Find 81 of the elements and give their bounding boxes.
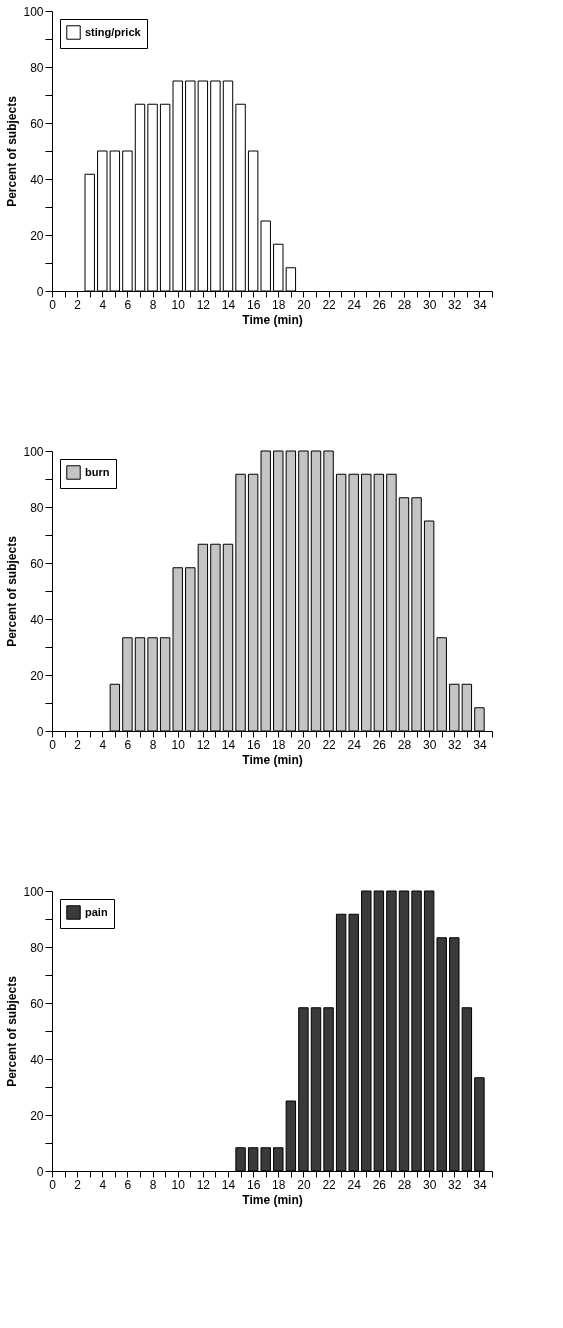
- y-tick-label: 20: [30, 228, 44, 243]
- x-axis-title: Time (min): [242, 312, 303, 327]
- legend-label: burn: [85, 465, 110, 478]
- y-tick-label: 80: [30, 60, 44, 75]
- y-tick-label: 100: [23, 444, 44, 459]
- x-axis-title: Time (min): [242, 1192, 303, 1207]
- x-tick-label: 26: [372, 737, 387, 752]
- x-tick-label: 14: [221, 737, 236, 752]
- x-tick-label: 20: [297, 297, 311, 312]
- x-tick-label: 22: [322, 737, 337, 752]
- x-tick-label: 32: [448, 297, 462, 312]
- x-tick-label: 34: [473, 1177, 487, 1192]
- x-tick-label: 22: [322, 297, 337, 312]
- x-tick-label: 4: [99, 297, 107, 312]
- x-tick-label: 18: [272, 297, 286, 312]
- y-tick-label: 0: [36, 284, 44, 299]
- x-tick-label: 30: [422, 1177, 437, 1192]
- y-tick-label: 80: [30, 940, 44, 955]
- y-tick-label: 80: [30, 500, 44, 515]
- x-tick-label: 22: [322, 1177, 337, 1192]
- x-tick-label: 2: [74, 1177, 82, 1192]
- y-tick-label: 40: [30, 1052, 44, 1067]
- x-tick-label: 0: [49, 297, 57, 312]
- legend-label: sting/prick: [85, 25, 142, 38]
- y-tick-label: 40: [30, 172, 44, 187]
- x-tick-label: 24: [347, 1177, 362, 1192]
- x-tick-label: 34: [473, 297, 487, 312]
- x-tick-label: 10: [171, 737, 186, 752]
- y-tick-label: 0: [36, 1164, 44, 1179]
- x-tick-label: 12: [196, 737, 211, 752]
- x-tick-label: 2: [74, 297, 82, 312]
- y-tick-label: 40: [30, 612, 44, 627]
- x-tick-label: 34: [473, 737, 487, 752]
- x-tick-label: 26: [372, 1177, 387, 1192]
- x-tick-label: 4: [99, 1177, 107, 1192]
- y-axis-title: Percent of subjects: [5, 975, 20, 1087]
- x-tick-label: 6: [124, 737, 132, 752]
- x-tick-label: 0: [49, 737, 57, 752]
- x-tick-label: 6: [124, 1177, 132, 1192]
- x-tick-label: 14: [221, 297, 236, 312]
- x-tick-label: 8: [149, 1177, 157, 1192]
- x-tick-label: 8: [149, 737, 157, 752]
- x-tick-label: 12: [196, 297, 211, 312]
- y-tick-label: 60: [30, 556, 44, 571]
- y-tick-label: 0: [36, 724, 44, 739]
- x-tick-label: 16: [246, 1177, 261, 1192]
- x-tick-label: 10: [171, 1177, 186, 1192]
- x-tick-label: 12: [196, 1177, 211, 1192]
- y-tick-label: 20: [30, 668, 44, 683]
- legend-label: pain: [85, 905, 108, 918]
- y-tick-label: 100: [23, 884, 44, 899]
- x-tick-label: 16: [246, 297, 261, 312]
- x-tick-label: 0: [49, 1177, 57, 1192]
- y-axis-title: Percent of subjects: [5, 535, 20, 647]
- x-tick-label: 28: [397, 1177, 412, 1192]
- x-tick-label: 18: [272, 737, 286, 752]
- x-tick-label: 20: [297, 737, 311, 752]
- x-tick-label: 4: [99, 737, 107, 752]
- x-tick-label: 24: [347, 297, 362, 312]
- y-tick-label: 60: [30, 996, 44, 1011]
- x-tick-label: 32: [448, 737, 462, 752]
- x-tick-label: 30: [422, 737, 437, 752]
- x-tick-label: 30: [422, 297, 437, 312]
- x-tick-label: 2: [74, 737, 82, 752]
- y-tick-label: 20: [30, 1108, 44, 1123]
- x-tick-label: 8: [149, 297, 157, 312]
- x-tick-label: 24: [347, 737, 362, 752]
- x-tick-label: 18: [272, 1177, 286, 1192]
- x-tick-label: 20: [297, 1177, 311, 1192]
- x-tick-label: 26: [372, 297, 387, 312]
- x-tick-label: 6: [124, 297, 132, 312]
- y-tick-label: 60: [30, 116, 44, 131]
- y-axis-title: Percent of subjects: [5, 95, 20, 207]
- x-tick-label: 10: [171, 297, 186, 312]
- x-tick-label: 28: [397, 737, 412, 752]
- y-tick-label: 100: [23, 4, 44, 19]
- x-tick-label: 16: [246, 737, 261, 752]
- x-tick-label: 32: [448, 1177, 462, 1192]
- x-tick-label: 14: [221, 1177, 236, 1192]
- x-tick-label: 28: [397, 297, 412, 312]
- x-axis-title: Time (min): [242, 752, 303, 767]
